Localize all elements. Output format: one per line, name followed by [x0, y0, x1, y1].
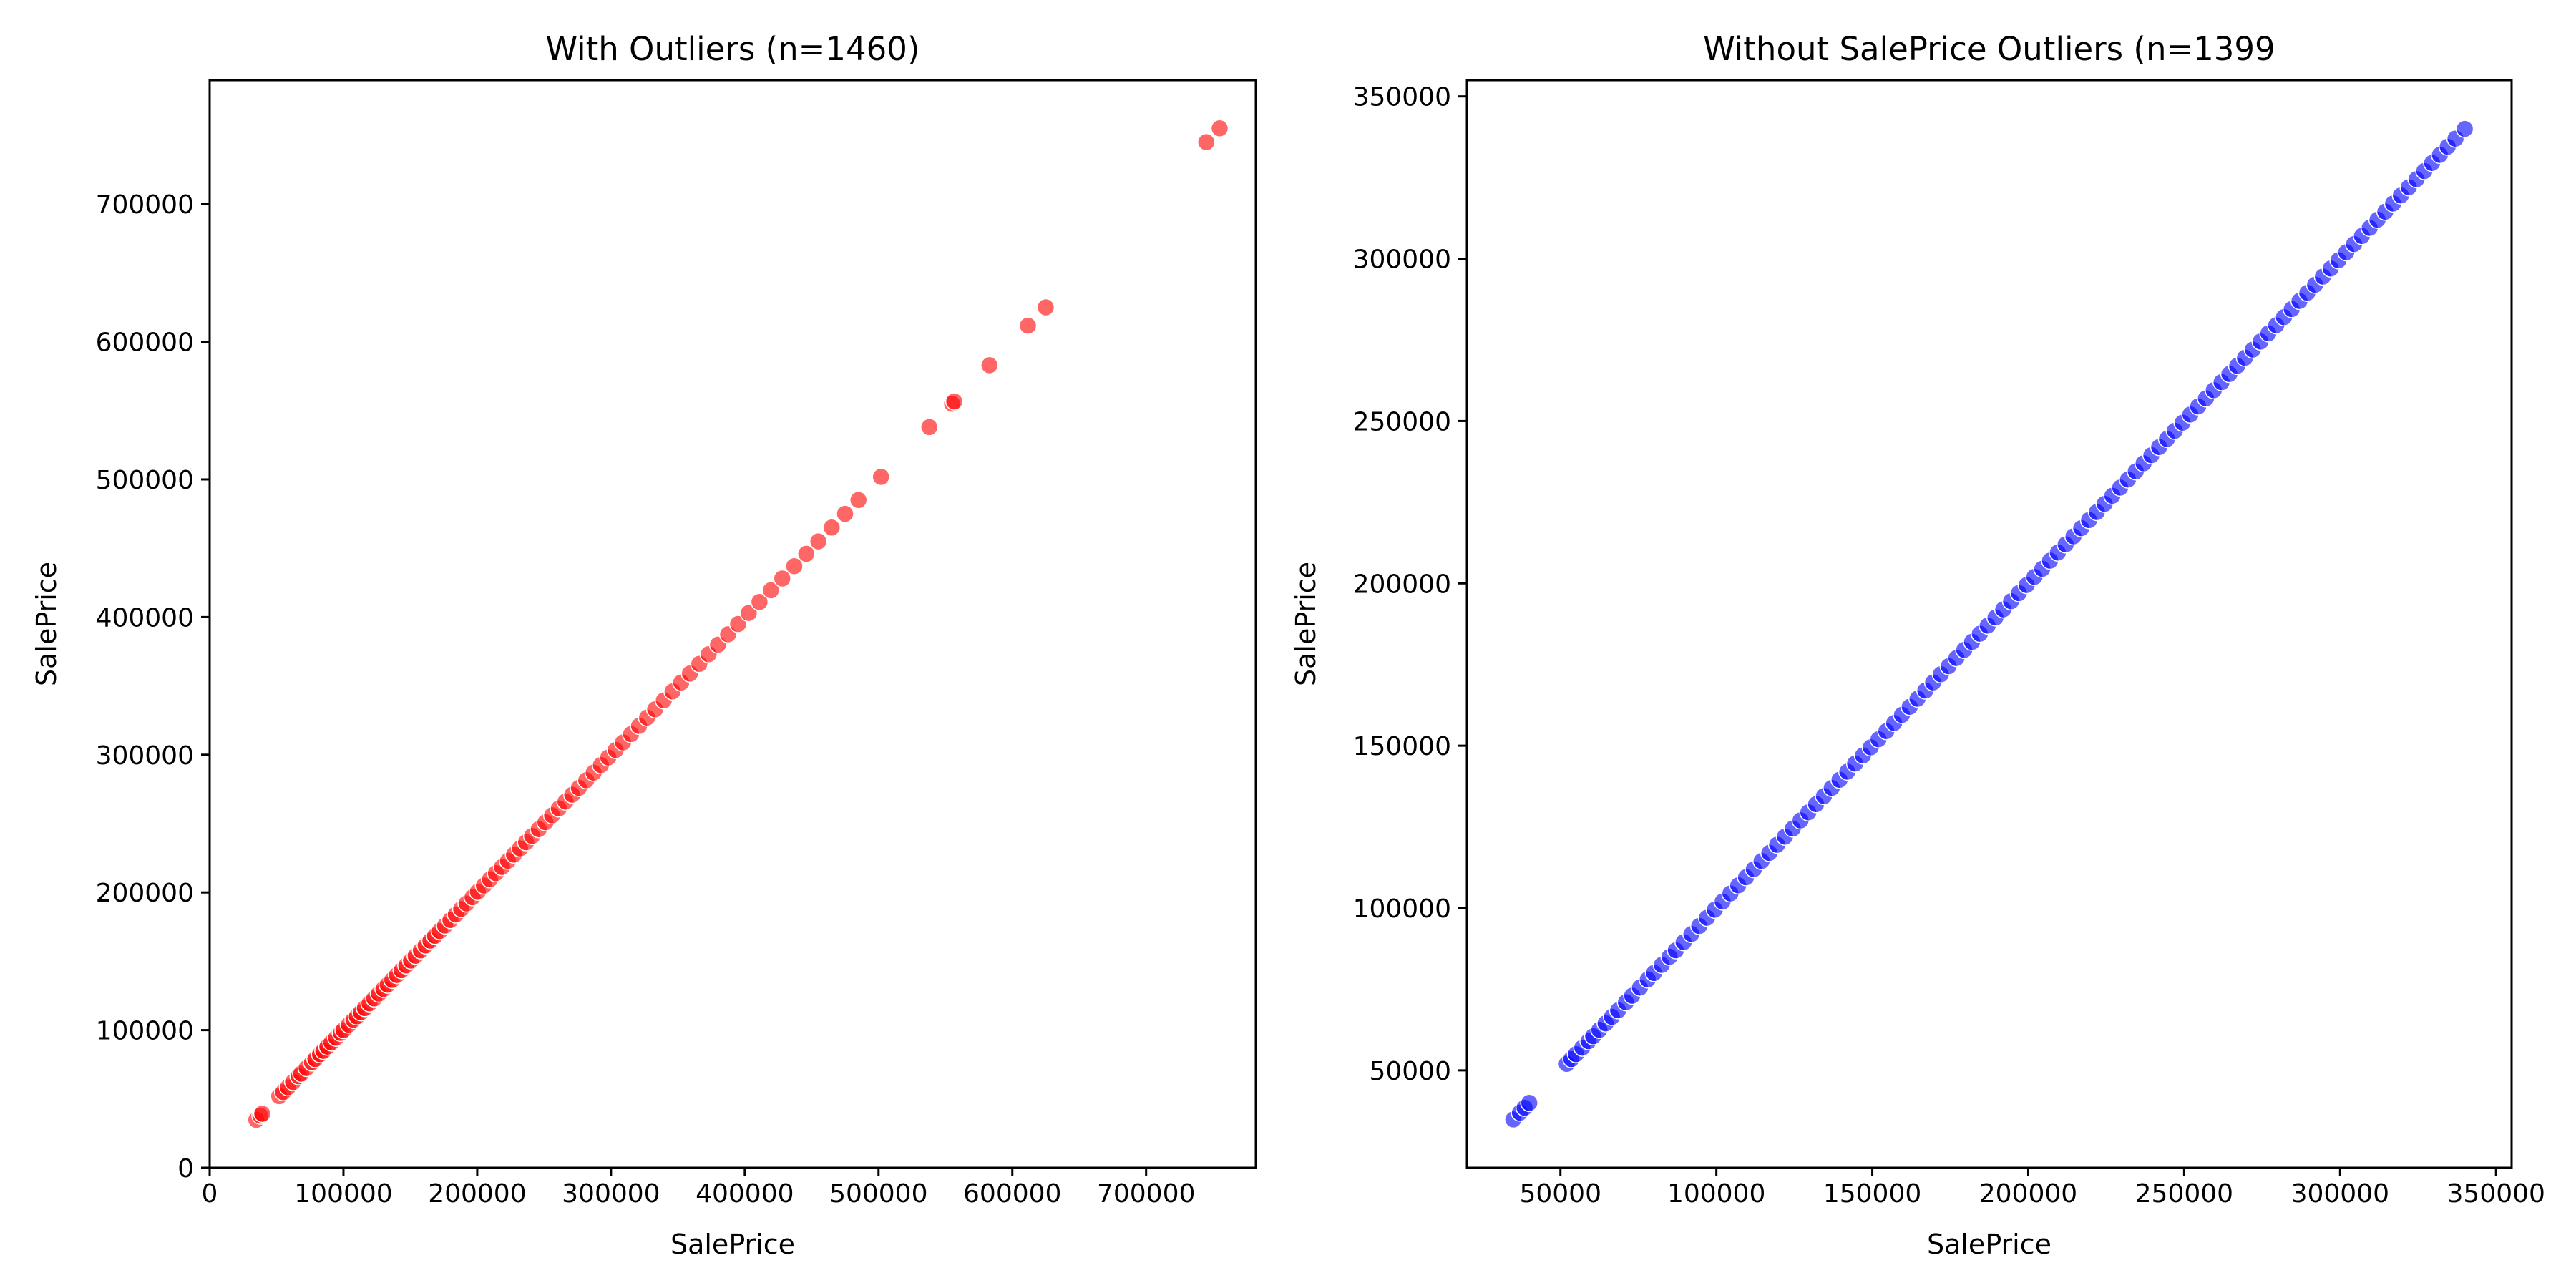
y-tick-label: 150000 — [1353, 732, 1451, 761]
data-point — [1520, 1093, 1538, 1113]
data-points — [1504, 119, 2474, 1129]
x-tick-label: 500000 — [829, 1179, 927, 1209]
x-tick-label: 300000 — [562, 1179, 660, 1209]
data-point — [920, 418, 939, 436]
scatter-panel-with-outliers: With Outliers (n=1460) 0 100000 200000 3000… — [31, 30, 1257, 1260]
y-axis-label: SalePrice — [31, 562, 62, 686]
y-tick-label: 400000 — [96, 603, 194, 633]
x-axis-label: SalePrice — [670, 1229, 795, 1260]
data-point — [773, 569, 791, 588]
data-point — [739, 603, 758, 623]
x-tick-label: 150000 — [1823, 1179, 1921, 1209]
data-point — [1036, 298, 1055, 317]
data-point — [1197, 132, 1216, 152]
data-point — [728, 615, 748, 633]
data-point — [750, 592, 769, 611]
data-point — [836, 504, 854, 523]
chart-title: Without SalePrice Outliers (n=1399 — [1703, 30, 2275, 68]
data-point — [980, 356, 999, 375]
y-tick-label: 100000 — [96, 1017, 194, 1046]
y-tick-label: 300000 — [96, 741, 194, 771]
data-point — [849, 491, 868, 509]
y-axis-ticks: 0 100000 200000 300000 400000 500000 600000 700… — [96, 190, 210, 1184]
data-point — [1018, 316, 1038, 335]
x-tick-label: 0 — [202, 1179, 218, 1209]
data-point — [797, 545, 816, 563]
x-tick-label: 300000 — [2291, 1179, 2389, 1209]
x-tick-label: 400000 — [696, 1179, 794, 1209]
x-tick-label: 50000 — [1519, 1179, 1601, 1209]
x-axis-ticks: 50000 100000 150000 200000 250000 300000 35000… — [1519, 1168, 2545, 1209]
y-axis-ticks: 50000 100000 150000 200000 250000 300000 35000… — [1353, 83, 1467, 1086]
y-tick-label: 700000 — [96, 190, 194, 220]
y-tick-label: 500000 — [96, 466, 194, 495]
data-point — [822, 518, 841, 537]
x-tick-label: 600000 — [963, 1179, 1061, 1209]
y-tick-label: 350000 — [1353, 83, 1451, 112]
data-points — [247, 119, 1229, 1129]
x-axis-label: SalePrice — [1927, 1229, 2051, 1260]
x-tick-label: 700000 — [1097, 1179, 1195, 1209]
y-tick-label: 300000 — [1353, 245, 1451, 275]
x-tick-label: 100000 — [1667, 1179, 1765, 1209]
y-tick-label: 50000 — [1369, 1057, 1451, 1086]
plot-area-frame — [208, 79, 1257, 1169]
scatter-panel-without-outliers: Without SalePrice Outliers (n=1399 50000… — [1290, 30, 2545, 1260]
data-point — [785, 557, 804, 575]
y-tick-label: 250000 — [1353, 407, 1451, 436]
x-tick-label: 350000 — [2446, 1179, 2545, 1209]
x-tick-label: 200000 — [1979, 1179, 2077, 1209]
data-point — [253, 1104, 272, 1123]
y-axis-label: SalePrice — [1290, 562, 1322, 686]
data-point — [1210, 119, 1229, 138]
y-tick-label: 200000 — [96, 879, 194, 908]
x-axis-ticks: 0 100000 200000 300000 400000 500000 600000 700… — [202, 1168, 1195, 1209]
y-tick-label: 100000 — [1353, 894, 1451, 924]
data-point — [945, 392, 964, 411]
data-point — [761, 581, 781, 600]
chart-title: With Outliers (n=1460) — [546, 30, 920, 68]
y-tick-label: 0 — [177, 1154, 194, 1184]
x-tick-label: 200000 — [428, 1179, 526, 1209]
x-tick-label: 250000 — [2135, 1179, 2233, 1209]
plot-area-frame — [1465, 79, 2513, 1169]
data-point — [872, 467, 890, 487]
x-tick-label: 100000 — [294, 1179, 392, 1209]
data-point — [2455, 119, 2474, 138]
y-tick-label: 600000 — [96, 328, 194, 358]
data-point — [809, 532, 828, 551]
y-tick-label: 200000 — [1353, 570, 1451, 599]
